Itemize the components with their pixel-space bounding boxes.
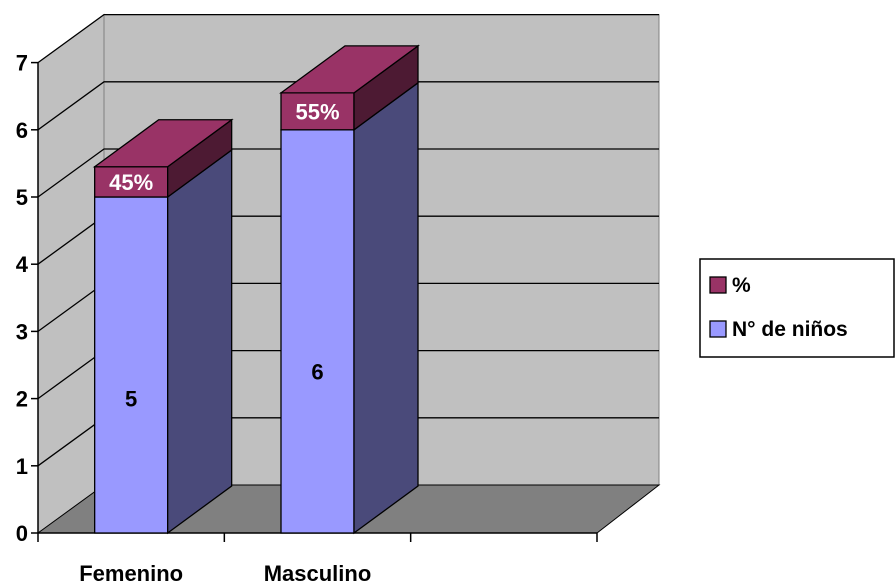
y-tick-label: 6 [16,118,28,143]
gridline [37,81,659,131]
legend-box [699,258,895,358]
x-category-label: Femenino [79,561,183,584]
bar-segment-front [280,129,355,534]
legend-swatch [709,320,727,338]
x-category-labels: Femenino Masculino [79,561,371,584]
y-tick-label: 1 [16,454,28,479]
data-label: 45% [109,170,153,195]
bar-segment-side [167,148,233,535]
y-tick-label: 4 [16,252,29,277]
gridline [37,13,659,64]
data-label: 6 [311,360,323,385]
y-tick-label: 7 [16,51,28,76]
gridline [37,148,659,198]
y-tick-labels: 0 1 2 3 4 5 6 7 [16,51,38,546]
legend-swatch [709,276,727,294]
bar-segment-front [94,196,169,534]
legend-label: N° de niños [732,318,848,341]
data-label: 55% [295,99,339,124]
legend-label: % [732,274,751,297]
legend: % N° de niños [699,258,895,358]
bars: 5 45% 6 55% [92,44,420,535]
x-category-label: Masculino [264,561,372,584]
y-tick-label: 3 [16,319,28,344]
y-tick-label: 2 [16,387,28,412]
bar-segment-side [353,81,419,535]
data-label: 5 [125,387,137,412]
bar-top-face [279,45,420,94]
bar-top-face [92,119,234,168]
y-tick-label: 5 [16,185,28,210]
y-tick-label: 0 [16,521,28,546]
